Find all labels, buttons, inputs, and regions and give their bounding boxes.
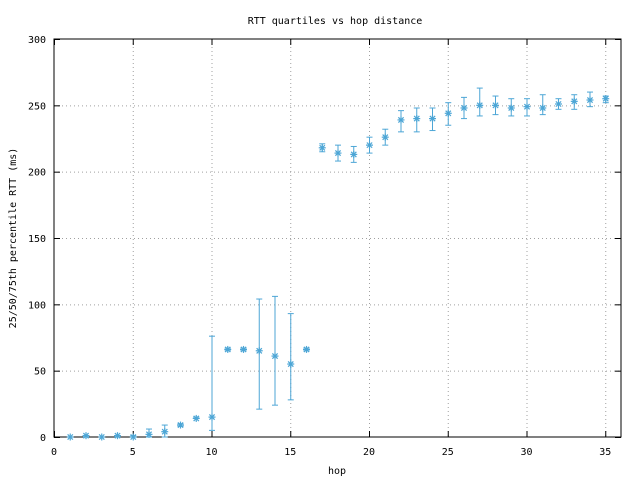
median-marker	[366, 141, 373, 149]
median-marker	[208, 413, 216, 421]
median-marker	[429, 115, 436, 123]
x-tick-label: 30	[520, 447, 532, 458]
data-point-hop-19	[350, 145, 358, 163]
data-point-hop-28	[492, 95, 499, 116]
data-point-hop-21	[381, 128, 389, 146]
x-tick-label: 25	[442, 447, 454, 458]
x-axis-ticks: 0 5 10 15 20 25 30 35	[51, 39, 611, 458]
data-point-hop-20	[366, 136, 373, 154]
data-point-hop-7	[161, 424, 169, 438]
median-marker	[350, 150, 358, 158]
median-marker	[114, 432, 121, 440]
median-marker	[586, 96, 594, 104]
data-point-hop-29	[507, 98, 515, 117]
data-point-hop-13	[255, 298, 263, 410]
data-point-hop-22	[397, 110, 405, 133]
x-tick-label: 15	[284, 447, 296, 458]
median-marker	[271, 352, 279, 360]
median-marker	[539, 104, 547, 112]
median-marker	[507, 104, 515, 112]
data-point-hop-6	[145, 428, 153, 438]
x-tick-label: 20	[363, 447, 375, 458]
median-marker	[129, 433, 137, 441]
y-axis-label: 25/50/75th percentile RTT (ms)	[8, 148, 19, 329]
data-point-hop-5	[129, 433, 137, 441]
median-marker	[145, 430, 153, 438]
grid-lines	[54, 39, 621, 437]
median-marker	[224, 345, 232, 353]
data-point-hop-34	[586, 91, 594, 108]
median-marker	[555, 100, 562, 108]
median-marker	[413, 115, 421, 123]
data-point-hop-10	[208, 335, 216, 431]
data-point-hop-4	[114, 432, 121, 440]
data-point-hop-25	[444, 102, 452, 126]
median-marker	[460, 104, 468, 112]
data-point-hop-27	[476, 87, 484, 117]
data-point-hop-23	[413, 107, 421, 133]
median-marker	[444, 109, 452, 117]
data-point-hop-15	[287, 313, 295, 401]
data-point-hop-11	[224, 345, 232, 353]
data-point-hop-31	[539, 94, 547, 116]
data-point-hop-35	[602, 95, 610, 104]
data-point-hop-26	[460, 96, 468, 120]
data-points	[66, 87, 610, 441]
data-point-hop-32	[555, 98, 562, 110]
median-marker	[570, 97, 578, 105]
data-point-hop-8	[177, 421, 184, 429]
median-marker	[492, 101, 499, 109]
median-marker	[303, 345, 310, 353]
y-axis-ticks: 0 50 100 150 200 250 300	[28, 35, 621, 444]
median-marker	[523, 103, 531, 111]
x-tick-label: 10	[205, 447, 217, 458]
median-marker	[177, 421, 184, 429]
x-tick-label: 0	[51, 447, 57, 458]
data-point-hop-17	[318, 143, 326, 153]
data-point-hop-1	[66, 433, 74, 441]
y-tick-label: 0	[40, 433, 46, 444]
median-marker	[240, 345, 247, 353]
data-point-hop-18	[334, 144, 342, 162]
x-tick-label: 5	[130, 447, 136, 458]
data-point-hop-12	[240, 345, 247, 353]
data-point-hop-2	[82, 432, 90, 440]
data-point-hop-24	[429, 107, 436, 132]
y-tick-label: 200	[28, 168, 46, 179]
median-marker	[192, 414, 200, 422]
y-tick-label: 250	[28, 101, 46, 112]
median-marker	[66, 433, 74, 441]
data-point-hop-33	[570, 94, 578, 110]
data-point-hop-3	[98, 433, 106, 441]
x-axis-label: hop	[328, 466, 346, 477]
median-marker	[98, 433, 106, 441]
data-point-hop-30	[523, 98, 531, 117]
median-marker	[287, 360, 295, 368]
y-tick-label: 100	[28, 300, 46, 311]
x-tick-label: 35	[599, 447, 611, 458]
median-marker	[334, 149, 342, 157]
chart-title: RTT quartiles vs hop distance	[248, 16, 423, 27]
y-tick-label: 150	[28, 234, 46, 245]
median-marker	[161, 428, 169, 436]
median-marker	[397, 116, 405, 124]
median-marker	[255, 347, 263, 355]
data-point-hop-9	[192, 414, 200, 422]
median-marker	[602, 95, 610, 103]
y-tick-label: 300	[28, 35, 46, 46]
data-point-hop-14	[271, 295, 279, 406]
data-point-hop-16	[303, 345, 310, 353]
median-marker	[381, 133, 389, 141]
median-marker	[318, 144, 326, 152]
median-marker	[82, 432, 90, 440]
median-marker	[476, 101, 484, 109]
y-tick-label: 50	[34, 367, 46, 378]
plot-border	[53, 38, 622, 438]
